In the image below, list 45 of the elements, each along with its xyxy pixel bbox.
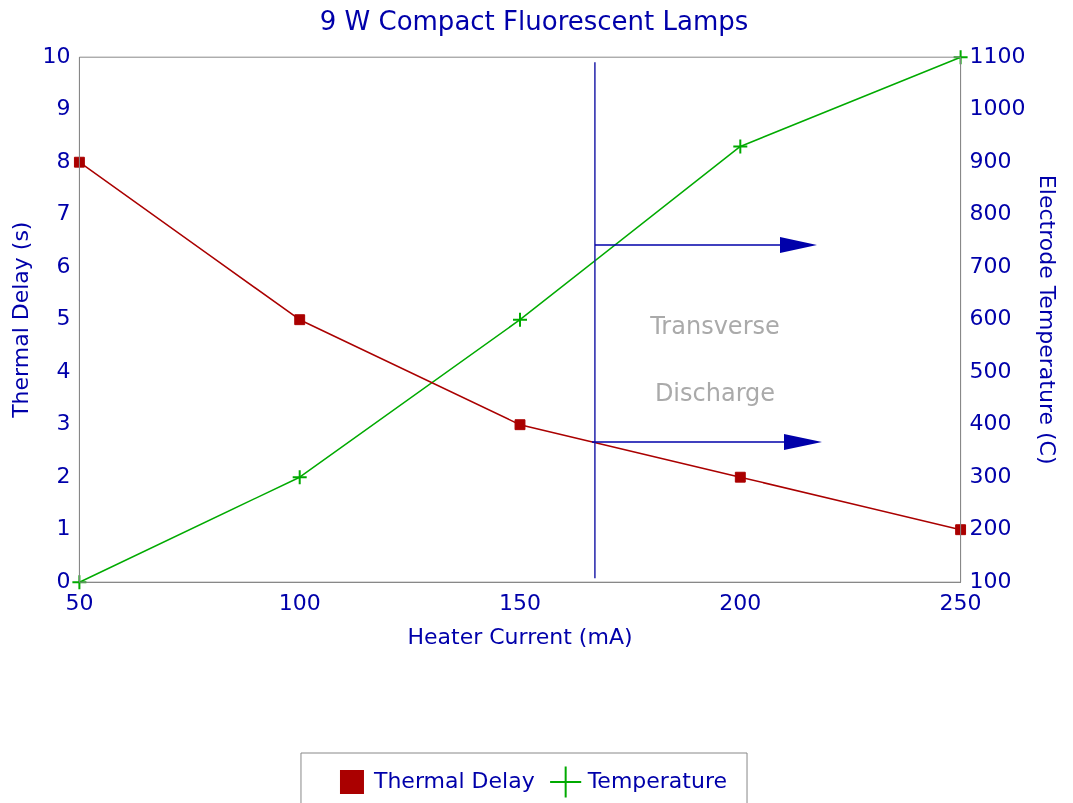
y-tick-label: 4: [56, 357, 71, 383]
point: [71, 574, 88, 591]
y-tick-label: 0: [56, 567, 71, 593]
y2-tick-label: 1000: [969, 95, 1026, 121]
y-tick-label: 8: [56, 147, 71, 173]
y-tick-label: 9: [56, 95, 71, 121]
point: [73, 156, 85, 168]
y2-axis-title: Electrode Temperature (C): [1035, 174, 1061, 465]
x-tick-label: 100: [278, 590, 321, 616]
y2-tick-label: 200: [969, 515, 1012, 541]
y-tick-label: 7: [56, 200, 71, 226]
y2-tick-label: 400: [969, 410, 1012, 436]
y2-tick-label: 600: [969, 305, 1012, 331]
y-axis-title: Thermal Delay (s): [7, 221, 33, 419]
point: [734, 471, 746, 483]
annotation: Transverse: [649, 312, 780, 341]
y2-tick-label: 900: [969, 147, 1012, 173]
point: [955, 524, 967, 536]
y2-tick-label: 500: [969, 357, 1012, 383]
y-tick-label: 5: [56, 305, 71, 331]
y-tick-label: 6: [56, 252, 71, 278]
point: [294, 314, 306, 326]
x-tick-label: 50: [65, 590, 94, 616]
y-tick-label: 10: [42, 42, 71, 68]
x-tick-label: 150: [499, 590, 541, 616]
y-tick-label: 1: [56, 515, 71, 541]
x-axis-title: Heater Current (mA): [407, 623, 633, 649]
y2-tick-label: 1100: [969, 42, 1026, 68]
point: [952, 49, 969, 66]
point: [512, 311, 528, 328]
x-tick-label: 200: [719, 590, 762, 616]
y-tick-label: 2: [56, 462, 71, 488]
legend-label: Thermal Delay: [372, 767, 535, 793]
annotation: Discharge: [654, 379, 776, 408]
y2-tick-label: 300: [969, 462, 1012, 488]
y2-tick-label: 100: [969, 567, 1012, 593]
point: [291, 469, 308, 486]
point: [732, 138, 749, 155]
chart-title: 9 W Compact Fluorescent Lamps: [319, 6, 749, 37]
legend-label: Temperature: [586, 767, 728, 793]
y2-tick-label: 700: [969, 252, 1012, 278]
y2-tick-label: 800: [969, 200, 1012, 226]
y-tick-label: 3: [56, 410, 71, 436]
x-tick-label: 250: [939, 590, 982, 616]
point: [514, 419, 526, 431]
